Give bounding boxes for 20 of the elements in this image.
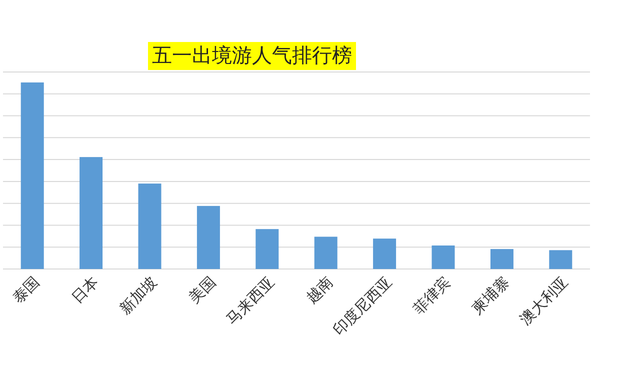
bar: [549, 250, 572, 269]
x-tick-label: 澳大利亚: [517, 274, 572, 328]
x-tick-label: 越南: [303, 274, 337, 308]
chart-title: 五一出境游人气排行榜: [152, 45, 352, 67]
bar: [138, 184, 162, 269]
bar: [20, 82, 44, 269]
x-tick-label: 美国: [186, 274, 220, 308]
x-tick-label: 菲律宾: [410, 274, 454, 318]
x-tick-label: 泰国: [10, 274, 44, 308]
bar: [490, 249, 514, 269]
bar: [373, 238, 396, 269]
bar: [196, 206, 220, 269]
x-tick-label: 柬埔寨: [468, 274, 513, 318]
x-tick-label: 马来西亚: [224, 274, 278, 328]
bar: [314, 236, 338, 269]
bar: [432, 245, 455, 269]
bar: [80, 157, 103, 269]
x-tick-label: 日本: [68, 274, 102, 308]
bar: [256, 229, 279, 269]
x-tick-label: 新加坡: [116, 274, 161, 318]
